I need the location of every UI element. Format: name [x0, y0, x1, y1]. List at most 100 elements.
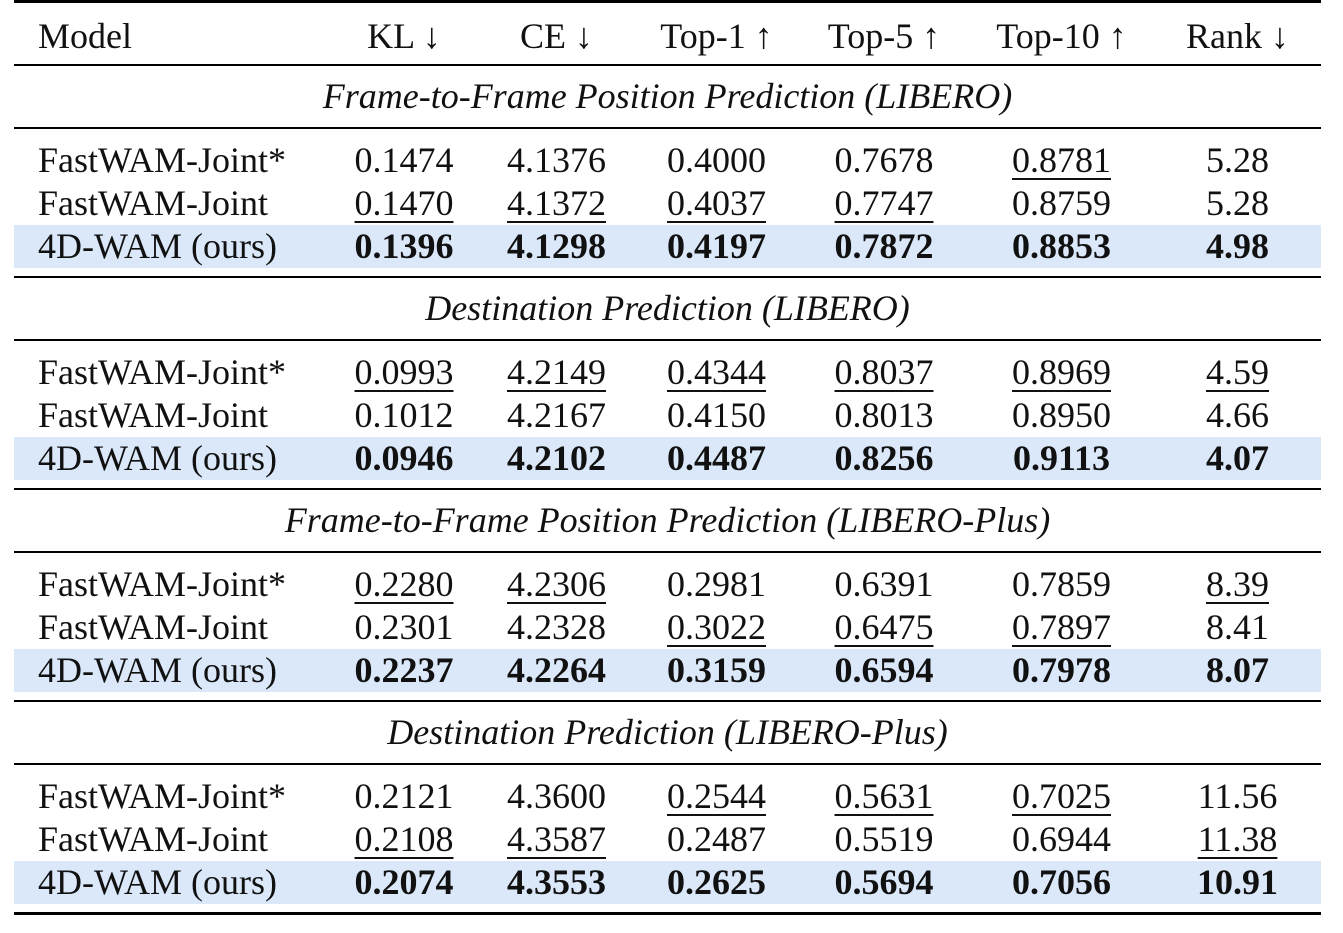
section-spacer-cell — [14, 126, 1321, 139]
table-row: FastWAM-Joint 0.1470 4.1372 0.4037 0.7747 0.8… — [14, 182, 1321, 225]
section-title: Frame-to-Frame Position Prediction (LIBE… — [14, 487, 1321, 552]
section-spacer-cell — [14, 762, 1321, 775]
metric-cell: 0.2544 — [667, 776, 766, 816]
header-ce: CE ↓ — [479, 0, 634, 65]
metric-cell: 4.1372 — [507, 183, 606, 223]
section-title-row: Destination Prediction (LIBERO-Plus) — [14, 699, 1321, 764]
section-end-spacer — [14, 268, 1321, 277]
section-spacer — [14, 126, 1321, 139]
metric-cell: 0.6475 — [834, 607, 934, 647]
metric-cell: 4.1376 — [507, 140, 606, 180]
metric-cell: 0.3159 — [634, 648, 799, 692]
model-name-cell: FastWAM-Joint* — [38, 352, 287, 392]
metric-cell: 4.66 — [1206, 395, 1269, 435]
metric-cell: 8.39 — [1206, 564, 1269, 604]
table-row-ours: 4D-WAM (ours) 0.2074 4.3553 0.2625 0.5694 0.7… — [14, 860, 1321, 904]
metric-cell: 0.8013 — [834, 395, 934, 435]
metric-cell: 4.3600 — [507, 776, 606, 816]
metric-cell: 11.56 — [1197, 776, 1278, 816]
model-name-cell: FastWAM-Joint — [38, 183, 269, 223]
metric-cell: 0.4150 — [667, 395, 766, 435]
model-name-cell: 4D-WAM (ours) — [14, 436, 329, 480]
metric-cell: 4.2102 — [479, 436, 634, 480]
section-title-row: Frame-to-Frame Position Prediction (LIBE… — [14, 63, 1321, 128]
table-row: FastWAM-Joint* 0.2121 4.3600 0.2544 0.5631 0.… — [14, 775, 1321, 818]
metric-cell: 0.5519 — [834, 819, 934, 859]
section-end-spacer-cell — [14, 692, 1321, 701]
metric-cell: 0.7978 — [969, 648, 1154, 692]
metric-cell: 10.91 — [1154, 860, 1321, 904]
metric-cell: 0.8853 — [969, 224, 1154, 268]
metric-cell: 0.6944 — [1012, 819, 1111, 859]
header-row: Model KL ↓ CE ↓ Top-1 ↑ Top-5 ↑ Top-10 ↑… — [14, 0, 1321, 65]
metric-cell: 0.2121 — [354, 776, 454, 816]
metric-cell: 0.0946 — [329, 436, 479, 480]
metric-cell: 8.07 — [1154, 648, 1321, 692]
metric-cell: 0.2280 — [354, 564, 454, 604]
section-spacer-cell — [14, 338, 1321, 351]
table-row: FastWAM-Joint 0.1012 4.2167 0.4150 0.8013 0.8… — [14, 394, 1321, 437]
metric-cell: 0.7897 — [1012, 607, 1111, 647]
metric-cell: 4.07 — [1154, 436, 1321, 480]
model-name-cell: FastWAM-Joint* — [38, 776, 287, 816]
metric-cell: 0.8781 — [1012, 140, 1111, 180]
metric-cell: 0.8256 — [799, 436, 969, 480]
metric-cell: 0.3022 — [667, 607, 766, 647]
section-spacer — [14, 338, 1321, 351]
model-name-cell: FastWAM-Joint — [38, 819, 269, 859]
table-body: Frame-to-Frame Position Prediction (LIBE… — [14, 63, 1321, 915]
section-title: Destination Prediction (LIBERO) — [14, 275, 1321, 340]
section-title-row: Destination Prediction (LIBERO) — [14, 275, 1321, 340]
metric-cell: 8.41 — [1206, 607, 1269, 647]
metric-cell: 0.7056 — [969, 860, 1154, 904]
metric-cell: 0.4037 — [667, 183, 766, 223]
section-end-spacer-cell — [14, 268, 1321, 277]
metric-cell: 0.8969 — [1012, 352, 1111, 392]
model-name-cell: 4D-WAM (ours) — [14, 860, 329, 904]
model-name-cell: 4D-WAM (ours) — [14, 648, 329, 692]
metric-cell: 0.7678 — [834, 140, 934, 180]
model-name-cell: FastWAM-Joint — [38, 395, 269, 435]
model-name-cell: FastWAM-Joint* — [38, 140, 287, 180]
header-rank: Rank ↓ — [1154, 0, 1321, 65]
metric-cell: 4.2167 — [507, 395, 606, 435]
header-top1: Top-1 ↑ — [634, 0, 799, 65]
metric-cell: 0.5631 — [834, 776, 934, 816]
section-spacer-cell — [14, 550, 1321, 563]
metric-cell: 4.2149 — [507, 352, 606, 392]
metric-cell: 0.9113 — [969, 436, 1154, 480]
section-title-row: Frame-to-Frame Position Prediction (LIBE… — [14, 487, 1321, 552]
metric-cell: 0.5694 — [799, 860, 969, 904]
table-row: FastWAM-Joint* 0.0993 4.2149 0.4344 0.8037 0.… — [14, 351, 1321, 394]
metric-cell: 0.7872 — [799, 224, 969, 268]
metric-cell: 0.2108 — [354, 819, 454, 859]
metric-cell: 0.1470 — [354, 183, 454, 223]
metric-cell: 0.6391 — [834, 564, 934, 604]
section-end-spacer-cell — [14, 480, 1321, 489]
section-end-spacer-cell — [14, 903, 1321, 915]
metric-cell: 0.2981 — [667, 564, 766, 604]
table-row: FastWAM-Joint 0.2301 4.2328 0.3022 0.6475 0.7… — [14, 606, 1321, 649]
metric-cell: 0.4000 — [667, 140, 766, 180]
metric-cell: 0.1474 — [354, 140, 454, 180]
section-spacer — [14, 762, 1321, 775]
section-end-spacer — [14, 692, 1321, 701]
metric-cell: 4.2264 — [479, 648, 634, 692]
table-row-ours: 4D-WAM (ours) 0.1396 4.1298 0.4197 0.7872 0.8… — [14, 224, 1321, 268]
metric-cell: 0.8950 — [1012, 395, 1111, 435]
metric-cell: 0.1012 — [354, 395, 454, 435]
metric-cell: 0.1396 — [329, 224, 479, 268]
results-table: Model KL ↓ CE ↓ Top-1 ↑ Top-5 ↑ Top-10 ↑… — [14, 0, 1321, 915]
metric-cell: 4.98 — [1154, 224, 1321, 268]
results-table-container: Model KL ↓ CE ↓ Top-1 ↑ Top-5 ↑ Top-10 ↑… — [14, 0, 1321, 915]
table-row: FastWAM-Joint* 0.2280 4.2306 0.2981 0.6391 0.… — [14, 563, 1321, 606]
metric-cell: 0.2237 — [329, 648, 479, 692]
metric-cell: 5.28 — [1206, 140, 1269, 180]
metric-cell: 0.4197 — [634, 224, 799, 268]
metric-cell: 4.2306 — [507, 564, 606, 604]
table-row-ours: 4D-WAM (ours) 0.2237 4.2264 0.3159 0.6594 0.7… — [14, 648, 1321, 692]
metric-cell: 0.4487 — [634, 436, 799, 480]
metric-cell: 0.6594 — [799, 648, 969, 692]
header-model: Model — [14, 0, 329, 65]
metric-cell: 0.2487 — [667, 819, 766, 859]
